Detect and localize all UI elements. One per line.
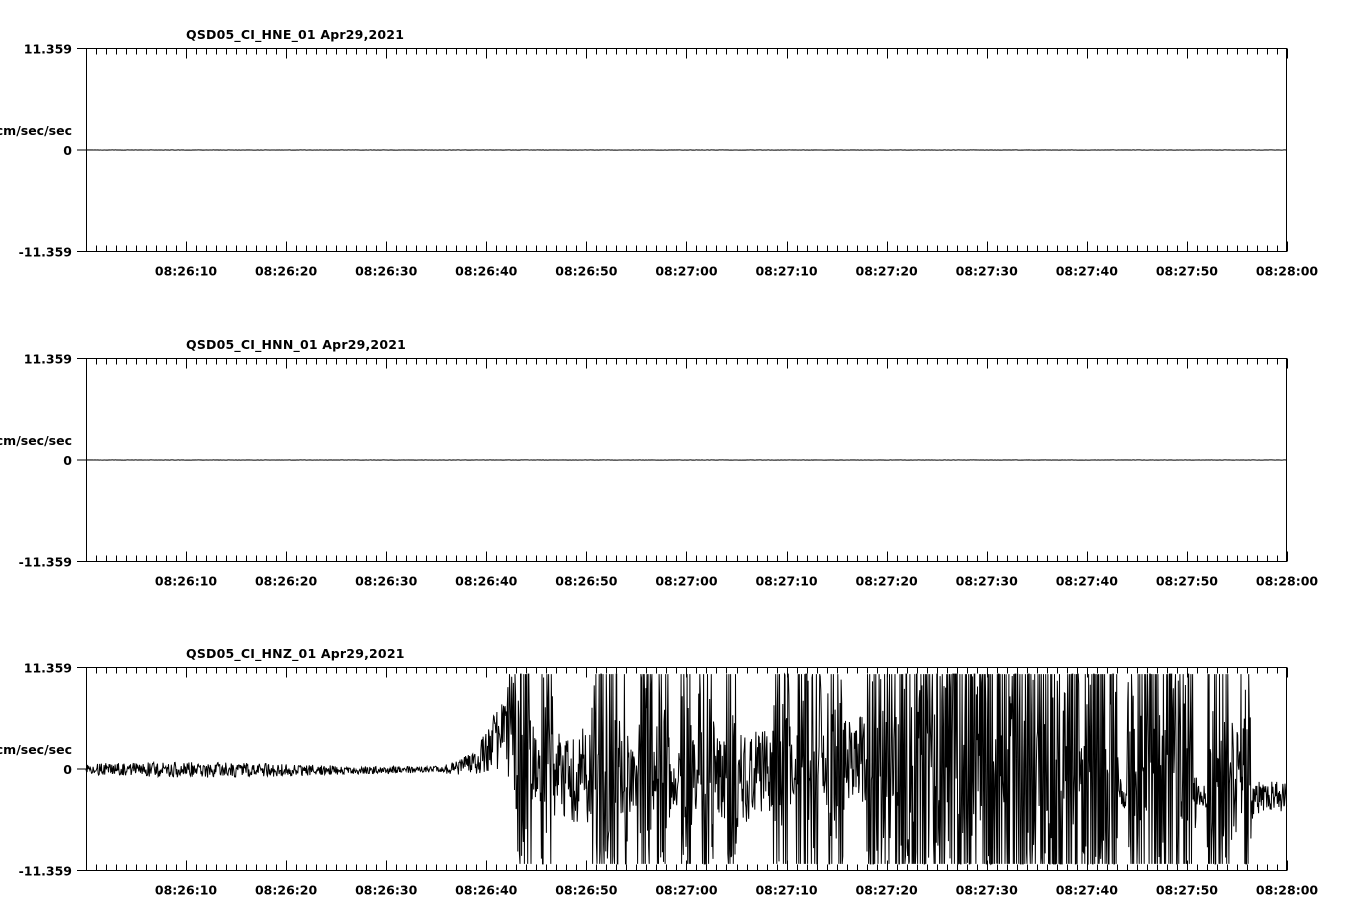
x-tick-label: 08:28:00 bbox=[1256, 883, 1318, 898]
x-tick-label: 08:27:00 bbox=[655, 883, 717, 898]
x-tick-label: 08:26:30 bbox=[355, 574, 417, 589]
y-tick-top: 11.359 bbox=[24, 352, 72, 367]
panel-hnz: QSD05_CI_HNZ_01 Apr29,2021 11.359 0 -11.359… bbox=[0, 641, 1358, 913]
x-tick-label: 08:27:00 bbox=[655, 264, 717, 279]
y-tick-bottom: -11.359 bbox=[19, 245, 72, 260]
waveform-trace bbox=[85, 672, 1288, 866]
x-tick-label: 08:26:40 bbox=[455, 574, 517, 589]
x-tick-label: 08:26:50 bbox=[555, 883, 617, 898]
x-tick-label: 08:27:30 bbox=[956, 264, 1018, 279]
y-axis-label: cm/sec/sec bbox=[0, 433, 72, 448]
x-tick-label: 08:27:10 bbox=[755, 883, 817, 898]
x-tick-label: 08:28:00 bbox=[1256, 264, 1318, 279]
x-tick-label: 08:26:10 bbox=[155, 264, 217, 279]
x-tick-label: 08:26:10 bbox=[155, 574, 217, 589]
x-tick-label: 08:27:30 bbox=[956, 574, 1018, 589]
y-tick-top: 11.359 bbox=[24, 661, 72, 676]
x-tick-label: 08:26:50 bbox=[555, 574, 617, 589]
x-tick-label: 08:26:40 bbox=[455, 264, 517, 279]
panel-title: QSD05_CI_HNZ_01 Apr29,2021 bbox=[186, 646, 405, 662]
x-tick-label: 08:27:50 bbox=[1156, 264, 1218, 279]
x-tick-label: 08:28:00 bbox=[1256, 574, 1318, 589]
x-tick-label: 08:27:30 bbox=[956, 883, 1018, 898]
panel-title: QSD05_CI_HNN_01 Apr29,2021 bbox=[186, 337, 406, 353]
y-tick-bottom: -11.359 bbox=[19, 555, 72, 570]
y-tick-bottom: -11.359 bbox=[19, 864, 72, 879]
x-tick-label: 08:27:40 bbox=[1056, 883, 1118, 898]
y-axis-label: cm/sec/sec bbox=[0, 123, 72, 138]
x-tick-label: 08:27:10 bbox=[755, 264, 817, 279]
x-tick-label: 08:27:10 bbox=[755, 574, 817, 589]
x-tick-label: 08:27:40 bbox=[1056, 574, 1118, 589]
panel-hne: QSD05_CI_HNE_01 Apr29,2021 11.359 0 -11.359… bbox=[0, 22, 1358, 294]
y-tick-mid: 0 bbox=[63, 762, 72, 777]
x-tick-label: 08:26:40 bbox=[455, 883, 517, 898]
x-tick-label: 08:27:50 bbox=[1156, 883, 1218, 898]
x-tick-label: 08:27:20 bbox=[856, 883, 918, 898]
x-tick-label: 08:26:50 bbox=[555, 264, 617, 279]
y-tick-mid: 0 bbox=[63, 143, 72, 158]
x-tick-label: 08:27:50 bbox=[1156, 574, 1218, 589]
x-tick-label: 08:26:10 bbox=[155, 883, 217, 898]
x-tick-label: 08:26:20 bbox=[255, 883, 317, 898]
x-tick-label: 08:27:20 bbox=[856, 574, 918, 589]
y-tick-mid: 0 bbox=[63, 453, 72, 468]
x-tick-label: 08:27:00 bbox=[655, 574, 717, 589]
panel-title: QSD05_CI_HNE_01 Apr29,2021 bbox=[186, 27, 404, 43]
x-tick-label: 08:26:30 bbox=[355, 883, 417, 898]
x-tick-label: 08:27:20 bbox=[856, 264, 918, 279]
x-tick-label: 08:26:30 bbox=[355, 264, 417, 279]
x-tick-label: 08:26:20 bbox=[255, 264, 317, 279]
x-tick-label: 08:27:40 bbox=[1056, 264, 1118, 279]
y-tick-top: 11.359 bbox=[24, 42, 72, 57]
y-axis-label: cm/sec/sec bbox=[0, 742, 72, 757]
panel-hnn: QSD05_CI_HNN_01 Apr29,2021 11.359 0 -11.359… bbox=[0, 332, 1358, 604]
x-tick-label: 08:26:20 bbox=[255, 574, 317, 589]
